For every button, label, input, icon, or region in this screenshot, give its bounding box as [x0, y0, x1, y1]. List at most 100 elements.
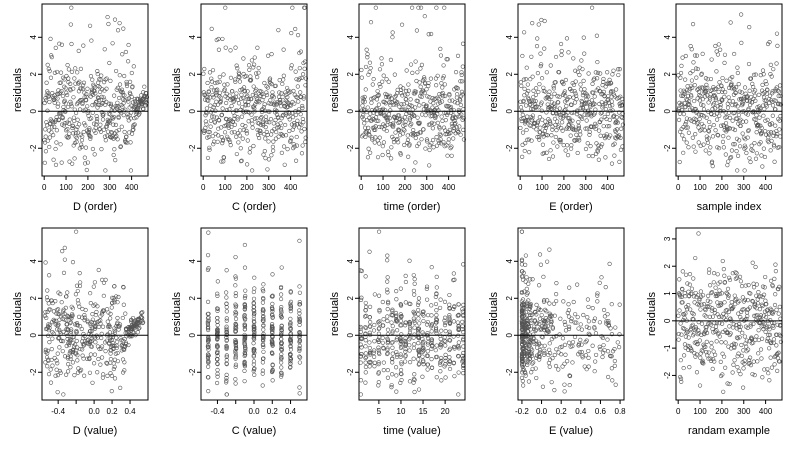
scatter-point — [412, 292, 417, 297]
scatter-point — [518, 99, 523, 104]
scatter-point — [403, 279, 409, 285]
scatter-point — [45, 62, 50, 67]
scatter-point — [83, 97, 88, 102]
scatter-point — [728, 154, 734, 160]
scatter-point — [103, 349, 108, 354]
scatter-point — [376, 320, 381, 325]
scatter-point — [75, 298, 81, 303]
scatter-point — [725, 163, 730, 168]
scatter-point — [422, 75, 427, 80]
scatter-point — [281, 73, 286, 78]
scatter-point — [401, 127, 406, 132]
scatter-point — [298, 49, 303, 54]
scatter-point — [739, 309, 744, 315]
scatter-point — [86, 331, 91, 337]
scatter-point — [570, 360, 575, 365]
scatter-point — [555, 94, 560, 99]
scatter-point — [716, 84, 721, 89]
scatter-point — [233, 316, 239, 321]
scatter-point — [760, 82, 765, 87]
scatter-point — [77, 271, 82, 276]
scatter-point — [774, 61, 779, 66]
scatter-point — [542, 318, 547, 324]
scatter-point — [242, 88, 247, 93]
scatter-point — [223, 45, 228, 50]
scatter-point — [714, 111, 719, 116]
scatter-point — [552, 116, 558, 121]
scatter-point — [260, 300, 266, 305]
scatter-point — [79, 97, 84, 103]
scatter-point — [438, 369, 443, 374]
scatter-point — [128, 140, 133, 145]
scatter-point — [206, 89, 211, 94]
scatter-point — [60, 312, 65, 317]
scatter-point — [775, 351, 780, 356]
scatter-point — [398, 318, 404, 324]
scatter-point — [749, 143, 754, 148]
scatter-point — [424, 286, 429, 291]
scatter-point — [529, 318, 534, 323]
scatter-point — [126, 59, 131, 64]
scatter-point — [576, 124, 581, 129]
scatter-point — [447, 359, 452, 364]
scatter-point — [703, 344, 708, 349]
scatter-point — [449, 108, 454, 113]
scatter-point — [530, 116, 535, 121]
scatter-point — [111, 346, 116, 352]
scatter-point — [260, 383, 265, 388]
scatter-point — [297, 355, 303, 360]
scatter-point — [206, 344, 211, 350]
scatter-point — [381, 368, 386, 373]
scatter-point — [773, 268, 778, 274]
scatter-point — [571, 82, 577, 87]
scatter-point — [73, 110, 79, 116]
scatter-point — [90, 312, 95, 317]
scatter-point — [72, 344, 77, 349]
scatter-point — [521, 115, 526, 121]
scatter-point — [389, 320, 394, 325]
scatter-point — [766, 132, 771, 137]
scatter-point — [439, 141, 444, 146]
scatter-point — [752, 372, 757, 378]
scatter-point — [403, 119, 408, 124]
scatter-point — [120, 90, 125, 95]
scatter-point — [297, 385, 302, 390]
y-tick-label: 0 — [663, 318, 672, 323]
scatter-point — [549, 319, 554, 325]
scatter-point — [279, 360, 284, 365]
scatter-point — [220, 141, 225, 146]
scatter-point — [546, 360, 552, 366]
scatter-point — [213, 91, 218, 96]
scatter-point — [399, 22, 405, 27]
scatter-point — [425, 331, 430, 336]
scatter-point — [545, 102, 550, 107]
scatter-point — [681, 365, 686, 371]
x-tick-label: 0 — [676, 407, 681, 416]
scatter-point — [770, 323, 776, 328]
scatter-point — [205, 253, 211, 258]
scatter-point — [459, 89, 465, 94]
scatter-point — [541, 274, 546, 279]
scatter-point — [709, 290, 715, 295]
scatter-point — [713, 43, 718, 49]
scatter-point — [593, 126, 598, 131]
scatter-point — [730, 74, 735, 80]
scatter-point — [251, 349, 256, 354]
scatter-point — [51, 157, 56, 162]
scatter-point — [403, 359, 408, 364]
scatter-point — [405, 137, 411, 143]
scatter-point — [685, 343, 690, 348]
scatter-point — [242, 242, 247, 248]
scatter-point — [368, 20, 374, 25]
scatter-point — [412, 342, 417, 347]
scatter-point — [362, 314, 368, 319]
scatter-point — [522, 30, 527, 35]
y-axis-label: residuals — [646, 67, 658, 112]
scatter-point — [215, 328, 220, 333]
scatter-point — [713, 106, 718, 111]
scatter-point — [748, 291, 753, 296]
plot-frame — [358, 227, 466, 401]
scatter-point — [431, 145, 436, 150]
scatter-point — [391, 139, 397, 145]
scatter-point — [385, 149, 391, 154]
